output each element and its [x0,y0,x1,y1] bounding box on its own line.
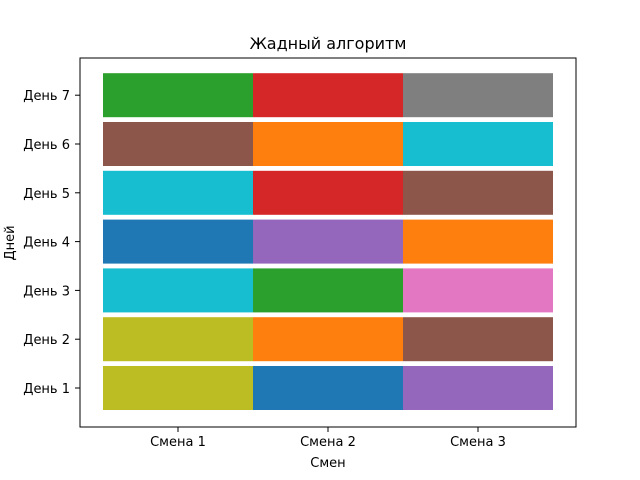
y-tick-label: День 6 [23,138,70,153]
cell-day5-shift2 [253,170,403,215]
x-tick-label: Смена 1 [150,435,206,450]
cell-day1-shift3 [403,366,553,410]
cell-day2-shift3 [403,317,553,362]
plot-area [79,57,577,428]
cell-day7-shift1 [103,73,253,118]
cell-day3-shift2 [253,268,403,313]
y-tick-label: День 7 [23,89,70,104]
y-tick-label: День 5 [23,187,70,202]
y-tick-label: День 2 [23,333,70,348]
x-axis-ticks: Смена 1 Смена 2 Смена 3 [150,427,506,450]
cell-day6-shift2 [253,122,403,166]
cell-day1-shift1 [103,366,253,410]
cell-day7-shift2 [253,73,403,118]
cell-day5-shift1 [103,170,253,215]
cell-day4-shift1 [103,219,253,264]
chart-title: Жадный алгоритм [250,34,407,53]
cell-day3-shift1 [103,268,253,313]
cell-day6-shift1 [103,122,253,166]
cell-day6-shift3 [403,122,553,166]
cell-day4-shift2 [253,219,403,264]
x-axis-label: Смен [310,456,345,471]
cell-day5-shift3 [403,170,553,215]
y-axis-label: Дней [3,225,18,260]
cell-day2-shift1 [103,317,253,362]
y-tick-label: День 4 [23,236,70,251]
y-axis-ticks: День 1 День 2 День 3 День 4 День 5 День 6 День… [23,89,80,397]
cell-day3-shift3 [403,268,553,313]
cell-day7-shift3 [403,73,553,118]
y-tick-label: День 3 [23,284,70,299]
cell-day4-shift3 [403,219,553,264]
x-tick-label: Смена 3 [450,435,506,450]
x-tick-label: Смена 2 [300,435,356,450]
y-tick-label: День 1 [23,382,70,397]
cell-day2-shift2 [253,317,403,362]
cell-day1-shift2 [253,366,403,410]
